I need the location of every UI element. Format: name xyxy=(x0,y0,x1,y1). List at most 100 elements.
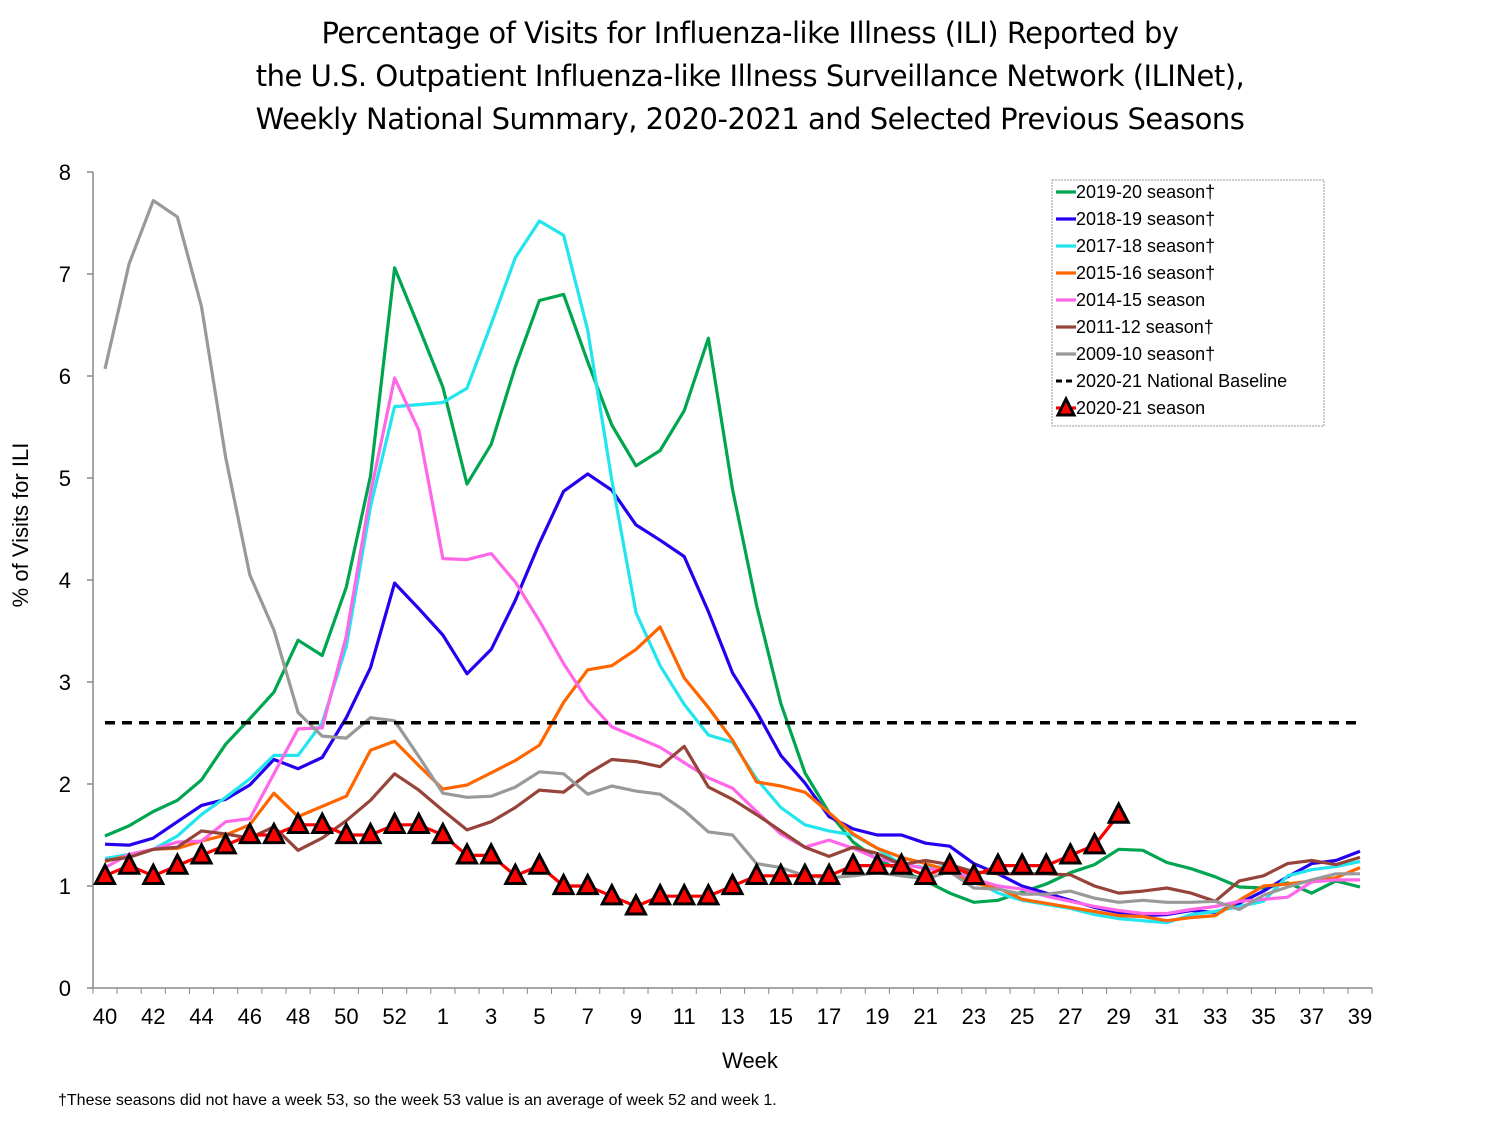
chart-title: Percentage of Visits for Influenza-like … xyxy=(0,12,1500,141)
x-tick-label: 1 xyxy=(437,1004,449,1029)
legend-item: 2018-19 season† xyxy=(1056,209,1215,229)
data-point-triangle xyxy=(286,811,311,834)
x-tick-label: 31 xyxy=(1155,1004,1179,1029)
data-point-triangle xyxy=(1034,851,1059,875)
x-tick-label: 46 xyxy=(238,1004,262,1029)
data-point-triangle xyxy=(213,831,238,855)
data-point-triangle xyxy=(889,851,914,875)
x-tick-label: 9 xyxy=(630,1004,642,1029)
data-point-triangle xyxy=(744,862,769,885)
data-point-triangle xyxy=(189,841,214,865)
chart-title-line-2: the U.S. Outpatient Influenza-like Illne… xyxy=(255,59,1245,93)
series-2020-21-season xyxy=(93,800,1131,916)
y-axis-title: % of Visits for ILI xyxy=(8,443,33,608)
y-tick-label: 3 xyxy=(59,670,71,695)
legend-label: 2011-12 season† xyxy=(1076,317,1214,337)
x-tick-label: 40 xyxy=(93,1004,117,1029)
x-tick-label: 21 xyxy=(913,1004,937,1029)
series-line xyxy=(104,266,1361,904)
data-point-triangle xyxy=(1106,800,1131,824)
data-point-triangle xyxy=(358,821,383,845)
data-point-triangle xyxy=(406,811,431,834)
chart-title-line-1: Percentage of Visits for Influenza-like … xyxy=(321,16,1179,50)
series-2019-20-season xyxy=(104,266,1361,904)
series-line xyxy=(104,472,1361,918)
data-point-triangle xyxy=(913,862,938,885)
x-tick-label: 33 xyxy=(1203,1004,1227,1029)
series-line xyxy=(104,744,1361,903)
data-point-triangle xyxy=(551,872,576,896)
legend-item: 2017-18 season† xyxy=(1056,236,1215,256)
data-point-triangle xyxy=(165,851,190,875)
x-tick-label: 27 xyxy=(1058,1004,1082,1029)
series-2015-16-season xyxy=(104,625,1361,923)
legend-item: 2014-15 season xyxy=(1056,290,1205,310)
x-tick-label: 52 xyxy=(382,1004,406,1029)
legend-label: 2020-21 National Baseline xyxy=(1076,371,1287,391)
data-point-triangle xyxy=(575,872,600,896)
x-tick-label: 48 xyxy=(286,1004,310,1029)
data-point-triangle xyxy=(1082,831,1107,855)
y-tick-label: 4 xyxy=(59,568,71,593)
x-tick-label: 25 xyxy=(1010,1004,1034,1029)
y-tick-label: 8 xyxy=(59,160,71,185)
x-tick-label: 44 xyxy=(189,1004,213,1029)
data-point-triangle xyxy=(817,862,842,885)
data-point-triangle xyxy=(479,841,504,865)
data-point-triangle xyxy=(696,882,721,906)
legend-item: 2015-16 season† xyxy=(1056,263,1215,283)
x-tick-label: 50 xyxy=(334,1004,358,1029)
data-point-triangle xyxy=(865,851,890,875)
x-tick-label: 3 xyxy=(485,1004,497,1029)
x-tick-label: 19 xyxy=(865,1004,889,1029)
x-tick-label: 11 xyxy=(673,1004,696,1029)
data-point-triangle xyxy=(672,882,697,906)
legend-item: 2009-10 season† xyxy=(1056,344,1215,364)
series-line xyxy=(104,625,1361,923)
x-tick-label: 35 xyxy=(1251,1004,1275,1029)
x-tick-label: 37 xyxy=(1299,1004,1323,1029)
series-2011-12-season xyxy=(104,744,1361,903)
data-point-triangle xyxy=(599,882,624,906)
data-point-triangle xyxy=(648,882,673,906)
x-tick-label: 15 xyxy=(769,1004,793,1029)
x-tick-label: 42 xyxy=(141,1004,165,1029)
legend-item: 2020-21 National Baseline xyxy=(1056,371,1287,391)
legend-label: 2009-10 season† xyxy=(1076,344,1215,364)
y-tick-label: 0 xyxy=(59,976,71,1001)
data-point-triangle xyxy=(237,821,262,845)
data-point-triangle xyxy=(841,851,866,875)
legend-triangle-marker-icon xyxy=(1055,395,1077,417)
footnote: †These seasons did not have a week 53, s… xyxy=(58,1092,777,1109)
legend: 2019-20 season† 2018-19 season† 2017-18 se… xyxy=(1051,179,1325,427)
x-axis-title: Week xyxy=(722,1048,779,1073)
legend-item: 2019-20 season† xyxy=(1056,182,1215,202)
data-point-triangle xyxy=(792,862,817,885)
series-line xyxy=(103,199,1360,912)
x-tick-label: 13 xyxy=(720,1004,744,1029)
legend-label: 2014-15 season xyxy=(1076,290,1205,310)
data-point-triangle xyxy=(503,862,528,885)
x-tick-label: 23 xyxy=(962,1004,986,1029)
data-point-triangle xyxy=(720,872,745,896)
legend-box xyxy=(1051,179,1325,427)
data-point-triangle xyxy=(455,841,479,865)
data-point-triangle xyxy=(430,821,455,845)
data-point-triangle xyxy=(961,862,986,885)
data-point-triangle xyxy=(986,851,1010,875)
data-point-triangle xyxy=(1010,851,1035,875)
legend-item: 2020-21 season xyxy=(1055,395,1205,418)
data-point-triangle xyxy=(1058,841,1083,865)
data-point-triangle xyxy=(527,851,552,875)
y-tick-label: 1 xyxy=(59,874,71,899)
x-tick-label: 39 xyxy=(1348,1004,1372,1029)
data-point-triangle xyxy=(93,862,117,885)
chart-title-line-3: Weekly National Summary, 2020-2021 and S… xyxy=(255,102,1245,136)
y-tick-label: 7 xyxy=(59,262,71,287)
legend-label: 2015-16 season† xyxy=(1076,263,1215,283)
data-point-triangle xyxy=(117,851,142,875)
data-point-triangle xyxy=(310,811,335,834)
x-tick-label: 7 xyxy=(582,1004,594,1029)
